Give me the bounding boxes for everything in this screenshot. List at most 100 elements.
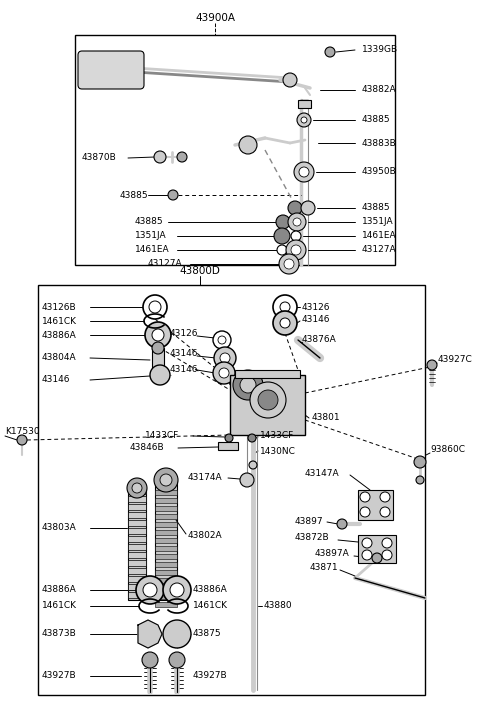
Bar: [298, 100, 311, 108]
Circle shape: [273, 295, 297, 319]
Text: 43885: 43885: [362, 116, 391, 125]
Bar: [128, 584, 146, 590]
Circle shape: [372, 553, 382, 563]
Circle shape: [168, 190, 178, 200]
Bar: [38, 285, 425, 695]
Bar: [155, 562, 177, 567]
Text: 43126: 43126: [302, 303, 331, 311]
Text: 43950B: 43950B: [362, 168, 397, 177]
Text: 43886A: 43886A: [42, 330, 77, 339]
Circle shape: [160, 474, 172, 486]
Circle shape: [288, 201, 302, 215]
Text: 43800D: 43800D: [180, 266, 220, 276]
Bar: [152, 348, 164, 370]
Bar: [128, 520, 146, 526]
Text: K17530: K17530: [5, 428, 40, 437]
Circle shape: [362, 538, 372, 548]
Text: 1351JA: 1351JA: [135, 231, 167, 240]
Text: 43146: 43146: [170, 365, 199, 374]
Circle shape: [163, 576, 191, 604]
Text: 1433CF: 1433CF: [145, 432, 179, 440]
Bar: [155, 594, 177, 599]
Bar: [75, 35, 395, 265]
Bar: [128, 544, 146, 550]
Text: 43146: 43146: [170, 350, 199, 358]
Circle shape: [283, 73, 297, 87]
Bar: [128, 536, 146, 542]
Text: 43885: 43885: [120, 191, 149, 200]
Bar: [128, 504, 146, 510]
Circle shape: [240, 377, 256, 393]
Text: 43126: 43126: [170, 329, 199, 339]
Circle shape: [136, 576, 164, 604]
Text: 43897A: 43897A: [315, 550, 350, 559]
Circle shape: [297, 113, 311, 127]
Bar: [358, 535, 396, 563]
Circle shape: [382, 538, 392, 548]
Circle shape: [152, 342, 164, 354]
Text: 1461EA: 1461EA: [135, 245, 169, 254]
Circle shape: [149, 301, 161, 313]
Text: 43801: 43801: [312, 414, 341, 423]
Bar: [128, 488, 146, 600]
Text: 43883B: 43883B: [362, 139, 397, 147]
Circle shape: [325, 47, 335, 57]
Text: 43927C: 43927C: [438, 355, 473, 365]
Text: 43927B: 43927B: [42, 672, 77, 681]
Text: 43875: 43875: [193, 629, 222, 639]
Circle shape: [360, 492, 370, 502]
Polygon shape: [138, 620, 162, 648]
Bar: [128, 496, 146, 502]
Bar: [155, 490, 177, 495]
Circle shape: [143, 295, 167, 319]
Bar: [128, 488, 146, 494]
Text: 43174A: 43174A: [188, 473, 223, 482]
Circle shape: [163, 620, 191, 648]
Text: 43846B: 43846B: [130, 444, 165, 453]
Text: 1461CK: 1461CK: [42, 601, 77, 611]
Text: 43146: 43146: [302, 315, 331, 325]
Bar: [128, 528, 146, 534]
Text: 43886A: 43886A: [42, 585, 77, 594]
Bar: [155, 578, 177, 583]
Text: 43147A: 43147A: [305, 468, 340, 477]
Circle shape: [152, 329, 164, 341]
Text: 1339GB: 1339GB: [362, 46, 398, 55]
Circle shape: [150, 365, 170, 385]
Circle shape: [225, 434, 233, 442]
Circle shape: [249, 461, 257, 469]
Circle shape: [293, 218, 301, 226]
Circle shape: [220, 353, 230, 363]
Circle shape: [380, 507, 390, 517]
Circle shape: [214, 347, 236, 369]
Bar: [155, 554, 177, 559]
Circle shape: [142, 652, 158, 668]
Text: 1430NC: 1430NC: [260, 447, 296, 456]
Circle shape: [279, 254, 299, 274]
Bar: [128, 592, 146, 598]
Circle shape: [145, 322, 171, 348]
Text: 43872B: 43872B: [295, 533, 330, 543]
Circle shape: [301, 201, 315, 215]
Circle shape: [291, 231, 301, 241]
Circle shape: [132, 483, 142, 493]
Text: 43885: 43885: [362, 203, 391, 212]
Text: 1433CF: 1433CF: [260, 432, 294, 440]
Text: 1351JA: 1351JA: [362, 217, 394, 226]
Circle shape: [288, 213, 306, 231]
Circle shape: [277, 245, 287, 255]
Circle shape: [177, 152, 187, 162]
Text: 1461CK: 1461CK: [193, 601, 228, 611]
Text: 43927B: 43927B: [193, 672, 228, 681]
Text: 43873B: 43873B: [42, 629, 77, 639]
Text: 1461EA: 1461EA: [362, 231, 396, 240]
Circle shape: [274, 228, 290, 244]
Bar: [155, 570, 177, 575]
Text: 43803A: 43803A: [42, 524, 77, 533]
Circle shape: [294, 162, 314, 182]
Bar: [128, 512, 146, 518]
Circle shape: [233, 370, 263, 400]
Bar: [230, 375, 305, 435]
Circle shape: [127, 478, 147, 498]
Circle shape: [169, 652, 185, 668]
